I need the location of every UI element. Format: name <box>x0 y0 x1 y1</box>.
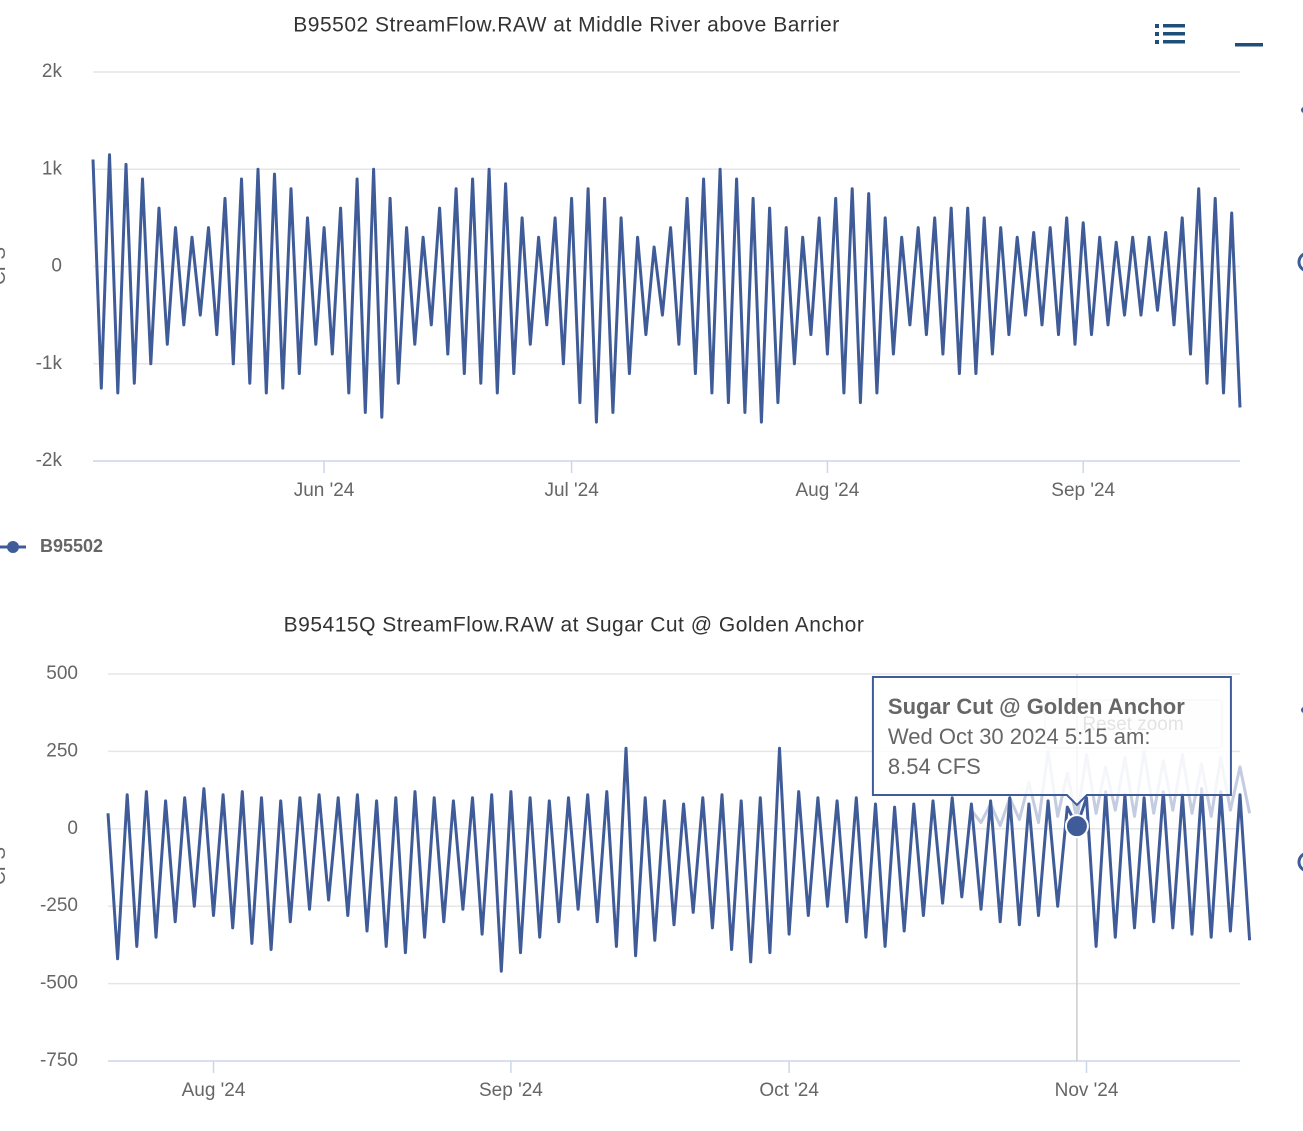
y-tick-label: -2k <box>36 450 63 471</box>
y-tick-label: 2k <box>42 61 63 82</box>
x-tick-label: Jul '24 <box>544 480 599 501</box>
y-axis-title: CFS <box>0 847 10 885</box>
y-tick-label: 0 <box>67 818 78 839</box>
y-axis-title: CFS <box>0 247 10 285</box>
edge-circle <box>1297 852 1303 872</box>
x-tick-label: Sep '24 <box>1051 480 1115 501</box>
chart-title: B95415Q StreamFlow.RAW at Sugar Cut @ Go… <box>284 614 865 637</box>
y-tick-label: 0 <box>51 256 62 277</box>
series-line <box>106 746 1252 973</box>
x-tick-label: Nov '24 <box>1055 1080 1119 1101</box>
menu-dot <box>1155 24 1159 28</box>
legend-marker <box>7 541 19 553</box>
y-tick-label: -750 <box>40 1050 78 1071</box>
legend-label: B95502 <box>40 536 103 556</box>
x-tick-label: Jun '24 <box>294 480 355 501</box>
menu-dot <box>1155 32 1159 36</box>
y-tick-label: 250 <box>46 740 78 761</box>
menu-dot <box>1155 40 1159 44</box>
tooltip-series: Sugar Cut @ Golden Anchor <box>888 694 1185 719</box>
x-tick-label: Aug '24 <box>182 1080 246 1101</box>
hover-marker <box>1064 814 1089 839</box>
y-tick-label: 500 <box>46 663 78 684</box>
menu-bar <box>1163 32 1185 36</box>
y-tick-label: -500 <box>40 973 78 994</box>
x-tick-label: Oct '24 <box>759 1080 819 1101</box>
y-tick-label: -250 <box>40 895 78 916</box>
minimize-icon[interactable] <box>1235 43 1263 47</box>
x-tick-label: Sep '24 <box>479 1080 543 1101</box>
menu-icon[interactable] <box>1155 24 1185 44</box>
y-tick-label: -1k <box>36 353 63 374</box>
menu-bar <box>1163 24 1185 28</box>
chart-title: B95502 StreamFlow.RAW at Middle River ab… <box>293 14 839 37</box>
tooltip-value: 8.54 CFS <box>888 754 981 779</box>
edge-circle <box>1297 252 1303 272</box>
tooltip-time: Wed Oct 30 2024 5:15 am: <box>888 724 1151 749</box>
y-tick-label: 1k <box>42 158 63 179</box>
tooltip-box <box>871 676 1232 807</box>
menu-bar <box>1163 40 1185 44</box>
x-tick-label: Aug '24 <box>795 480 859 501</box>
series-line <box>91 153 1242 424</box>
